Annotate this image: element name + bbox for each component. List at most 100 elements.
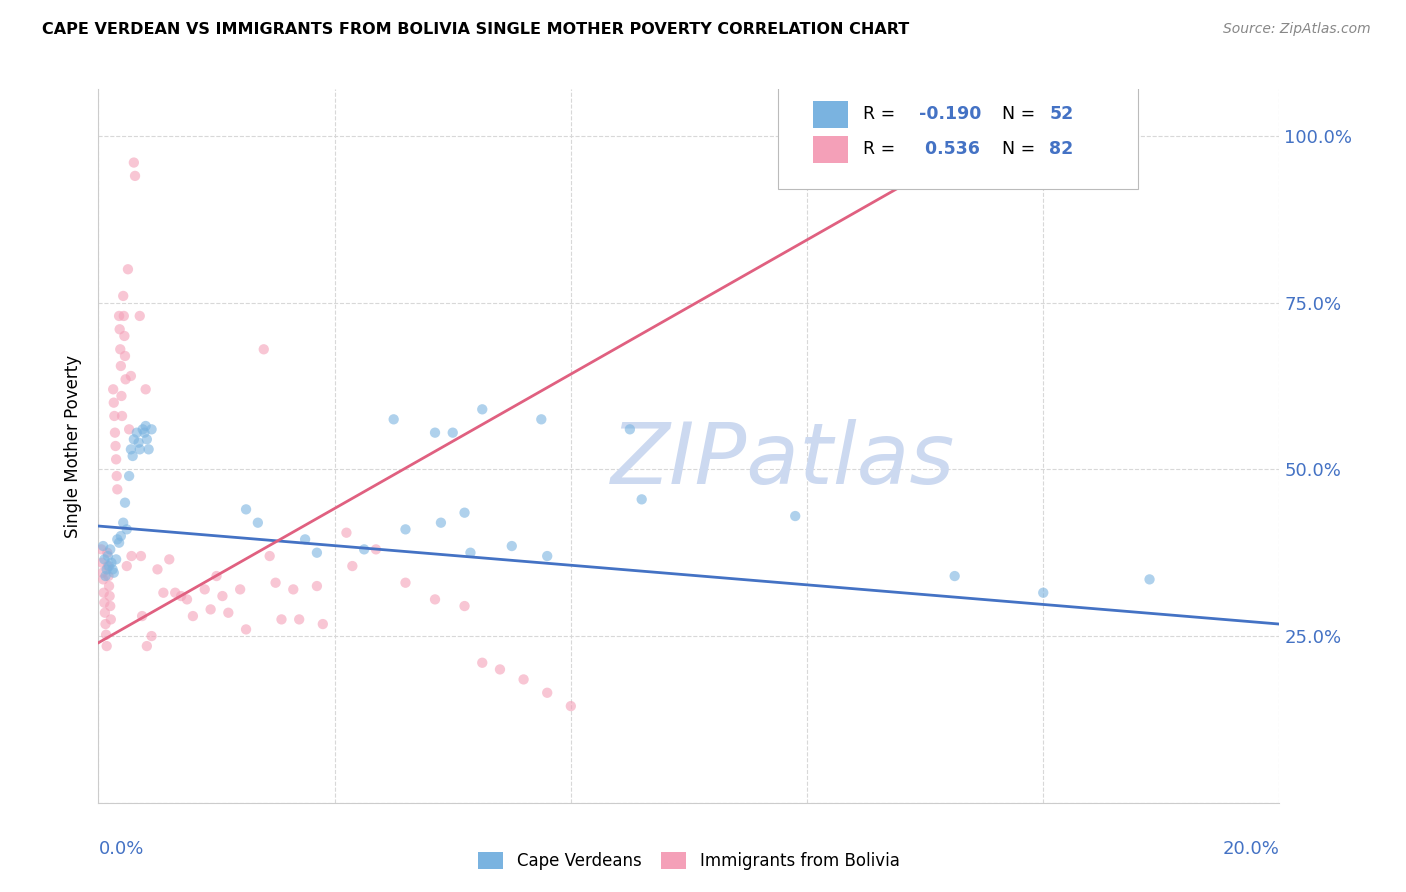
Point (120, 442, 142, 457)
Point (121, 549, 143, 563)
Point (96, 639, 118, 653)
Point (104, 439, 127, 453)
Point (270, 612, 292, 626)
Point (128, 309, 150, 323)
Point (98, 579, 121, 593)
Point (122, 155, 145, 169)
Point (93, 552, 115, 566)
Point (98, 599, 121, 613)
FancyBboxPatch shape (778, 82, 1137, 189)
Text: 0.0%: 0.0% (98, 840, 143, 858)
Point (105, 552, 128, 566)
Point (103, 566, 125, 580)
Point (98, 589, 121, 603)
Point (110, 359, 132, 373)
Point (110, 389, 132, 403)
Point (120, 368, 142, 383)
Point (91, 539, 114, 553)
Point (141, 629, 163, 643)
Text: N =: N = (1002, 105, 1040, 123)
FancyBboxPatch shape (813, 136, 848, 163)
Point (94, 617, 117, 632)
Point (96, 546, 118, 560)
Point (305, 579, 328, 593)
Text: 82: 82 (1049, 141, 1073, 159)
Point (1139, 573, 1161, 587)
Point (176, 592, 198, 607)
Point (128, 435, 150, 450)
Point (205, 569, 228, 583)
Text: 52: 52 (1049, 105, 1073, 123)
Point (114, 349, 136, 363)
Point (97, 569, 120, 583)
Point (131, 609, 153, 624)
Point (115, 559, 138, 574)
Point (135, 639, 157, 653)
Point (423, 592, 446, 607)
Point (124, 169, 146, 183)
Point (110, 529, 132, 543)
Point (112, 309, 135, 323)
Point (943, 569, 966, 583)
Point (103, 382, 125, 396)
Y-axis label: Single Mother Poverty: Single Mother Poverty (65, 354, 83, 538)
Point (288, 612, 311, 626)
Point (91, 573, 114, 587)
Text: N =: N = (1002, 141, 1040, 159)
Point (103, 395, 125, 409)
Point (530, 412, 553, 426)
Point (108, 309, 131, 323)
Point (112, 289, 135, 303)
Point (97, 549, 120, 563)
Point (471, 402, 494, 417)
Text: R =: R = (862, 141, 900, 159)
Point (105, 452, 128, 467)
Point (138, 442, 160, 457)
Text: 0.536: 0.536 (920, 141, 980, 159)
Point (312, 617, 335, 632)
Point (229, 582, 252, 597)
Point (114, 496, 136, 510)
Point (98, 559, 121, 574)
Point (94, 569, 117, 583)
Point (94, 606, 117, 620)
Point (103, 409, 125, 423)
Point (134, 425, 156, 440)
Point (353, 542, 375, 557)
Point (630, 492, 652, 507)
Point (112, 516, 135, 530)
Text: CAPE VERDEAN VS IMMIGRANTS FROM BOLIVIA SINGLE MOTHER POVERTY CORRELATION CHART: CAPE VERDEAN VS IMMIGRANTS FROM BOLIVIA … (42, 22, 910, 37)
Point (342, 559, 364, 574)
Point (104, 425, 127, 440)
Point (146, 562, 169, 576)
Point (394, 522, 416, 536)
Point (430, 516, 453, 530)
Text: ZIPatlas: ZIPatlas (612, 418, 956, 502)
Point (453, 506, 475, 520)
Point (211, 589, 233, 603)
Point (501, 539, 523, 553)
Point (471, 656, 494, 670)
Point (512, 673, 534, 687)
Point (364, 542, 387, 557)
Point (165, 585, 187, 599)
Point (157, 552, 180, 566)
Point (423, 425, 446, 440)
Point (108, 322, 131, 336)
Point (170, 589, 193, 603)
Point (1032, 585, 1054, 599)
Point (97, 559, 120, 574)
Point (453, 599, 475, 613)
Point (121, 449, 143, 463)
FancyBboxPatch shape (813, 101, 848, 128)
Point (382, 412, 405, 426)
Point (90, 542, 112, 557)
Point (489, 662, 512, 676)
Point (235, 502, 257, 516)
Point (112, 329, 135, 343)
Point (125, 425, 148, 440)
Point (235, 623, 257, 637)
Point (100, 556, 122, 570)
Point (118, 469, 141, 483)
Point (105, 533, 128, 547)
